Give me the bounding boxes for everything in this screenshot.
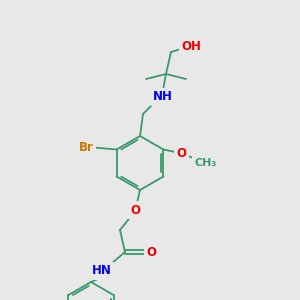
Text: O: O [130,203,140,217]
Text: OH: OH [181,40,201,52]
Text: CH₃: CH₃ [194,158,217,167]
Text: HN: HN [92,265,112,278]
Text: O: O [146,245,156,259]
Text: Br: Br [79,141,94,154]
Text: O: O [176,147,186,160]
Text: NH: NH [153,91,173,103]
